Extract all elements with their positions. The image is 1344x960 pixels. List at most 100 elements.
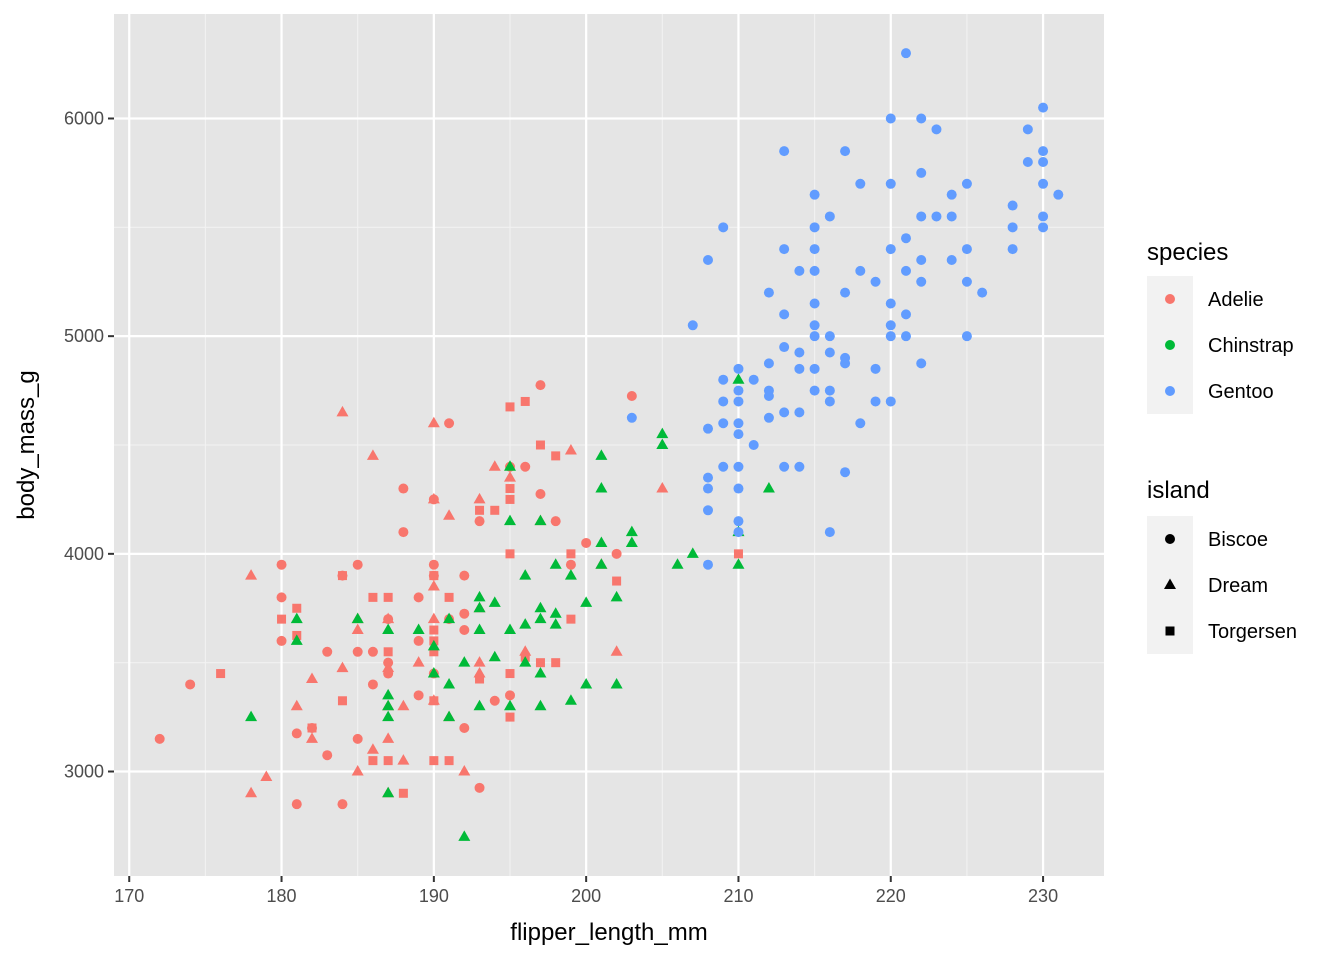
gentoo-biscoe-point [961, 276, 972, 287]
legend-key-chinstrap [1165, 340, 1175, 350]
gentoo-biscoe-point [794, 347, 805, 358]
gentoo-biscoe-point [855, 178, 866, 189]
chinstrap-dream-point [473, 601, 486, 613]
adelie-torgersen-point [551, 658, 561, 668]
adelie-torgersen-point [216, 669, 226, 679]
gentoo-biscoe-point [733, 396, 744, 407]
gentoo-biscoe-point [840, 146, 851, 157]
adelie-torgersen-point [383, 592, 393, 602]
gentoo-biscoe-point [885, 178, 896, 189]
chinstrap-dream-point [382, 623, 395, 635]
adelie-torgersen-point [551, 451, 561, 461]
gentoo-biscoe-point [840, 467, 851, 478]
adelie-biscoe-point [505, 690, 515, 701]
chinstrap-dream-point [412, 623, 425, 635]
gentoo-biscoe-point [733, 461, 744, 472]
adelie-torgersen-point [429, 756, 439, 766]
adelie-biscoe-point [398, 527, 409, 538]
chinstrap-dream-point [443, 612, 456, 624]
adelie-torgersen-point [337, 696, 347, 706]
adelie-torgersen-point [368, 756, 378, 766]
gentoo-biscoe-point [733, 385, 744, 396]
gentoo-biscoe-point [687, 320, 698, 331]
chinstrap-dream-point [549, 607, 562, 618]
legend-key-gentoo [1165, 386, 1175, 396]
adelie-biscoe-point [276, 559, 287, 570]
gentoo-biscoe-point [733, 429, 744, 440]
chinstrap-dream-point [351, 612, 364, 624]
adelie-biscoe-point [489, 695, 500, 706]
adelie-torgersen-point [505, 402, 515, 412]
adelie-biscoe-point [535, 488, 546, 499]
gentoo-biscoe-point [885, 298, 896, 309]
chinstrap-dream-point [656, 427, 669, 439]
gentoo-biscoe-point [809, 244, 820, 255]
gentoo-biscoe-point [703, 559, 713, 570]
gentoo-biscoe-point [1038, 146, 1049, 157]
gentoo-biscoe-point [763, 287, 774, 298]
gentoo-biscoe-point [748, 374, 759, 385]
adelie-torgersen-point [383, 756, 393, 766]
adelie-torgersen-point [520, 396, 530, 406]
data-points [154, 48, 1064, 841]
x-axis-title: flipper_length_mm [510, 919, 707, 946]
chinstrap-dream-point [625, 536, 638, 547]
adelie-dream-point [397, 754, 410, 765]
gentoo-biscoe-point [885, 113, 896, 124]
x-tick-label: 220 [876, 886, 906, 906]
chinstrap-dream-point [382, 786, 395, 798]
adelie-dream-point [427, 492, 440, 504]
adelie-dream-point [412, 656, 425, 667]
chinstrap-dream-point [488, 596, 501, 607]
chinstrap-dream-point [245, 710, 258, 722]
chinstrap-dream-point [519, 656, 532, 667]
gentoo-biscoe-point [794, 265, 805, 276]
adelie-biscoe-point [291, 728, 302, 739]
gentoo-biscoe-point [824, 396, 835, 407]
adelie-dream-point [427, 416, 440, 428]
adelie-dream-point [351, 765, 364, 776]
adelie-torgersen-point [490, 505, 500, 515]
adelie-torgersen-point [612, 576, 622, 586]
adelie-torgersen-point [505, 669, 515, 679]
gentoo-biscoe-point [703, 254, 713, 265]
gentoo-biscoe-point [809, 189, 820, 200]
chinstrap-dream-point [458, 830, 471, 841]
gentoo-biscoe-point [809, 222, 820, 233]
gentoo-biscoe-point [809, 298, 820, 309]
adelie-torgersen-point [505, 484, 515, 494]
adelie-torgersen-point [505, 549, 515, 559]
adelie-biscoe-point [322, 646, 333, 657]
gentoo-biscoe-point [870, 276, 881, 287]
chinstrap-dream-point [473, 699, 486, 711]
gentoo-biscoe-point [809, 331, 820, 342]
adelie-dream-point [473, 492, 486, 504]
adelie-torgersen-point [566, 614, 576, 624]
legend-label-dream: Dream [1208, 575, 1268, 597]
gentoo-biscoe-point [824, 331, 835, 342]
adelie-biscoe-point [413, 635, 424, 646]
chinstrap-dream-point [504, 514, 516, 526]
adelie-torgersen-point [505, 712, 515, 722]
gentoo-biscoe-point [779, 461, 790, 472]
adelie-torgersen-point [429, 647, 439, 657]
chinstrap-dream-point [473, 623, 486, 635]
gentoo-biscoe-point [794, 407, 805, 418]
gentoo-biscoe-point [870, 396, 881, 407]
chinstrap-dream-point [534, 612, 547, 624]
adelie-dream-point [306, 672, 318, 684]
adelie-torgersen-point [383, 647, 393, 657]
axes: 170 180 190 200 210 220 230 3000 4000 5000 6000 [64, 108, 1058, 906]
chinstrap-dream-point [382, 699, 395, 711]
adelie-biscoe-point [459, 608, 470, 619]
gentoo-biscoe-point [703, 483, 713, 494]
adelie-torgersen-point [475, 505, 485, 515]
gentoo-biscoe-point [779, 407, 790, 418]
adelie-dream-point [488, 460, 501, 471]
gentoo-biscoe-point [916, 254, 927, 265]
gentoo-biscoe-point [703, 472, 713, 483]
chinstrap-dream-point [549, 618, 562, 629]
y-tick-label: 5000 [64, 326, 104, 346]
gentoo-biscoe-point [961, 244, 972, 255]
adelie-biscoe-point [154, 733, 165, 744]
